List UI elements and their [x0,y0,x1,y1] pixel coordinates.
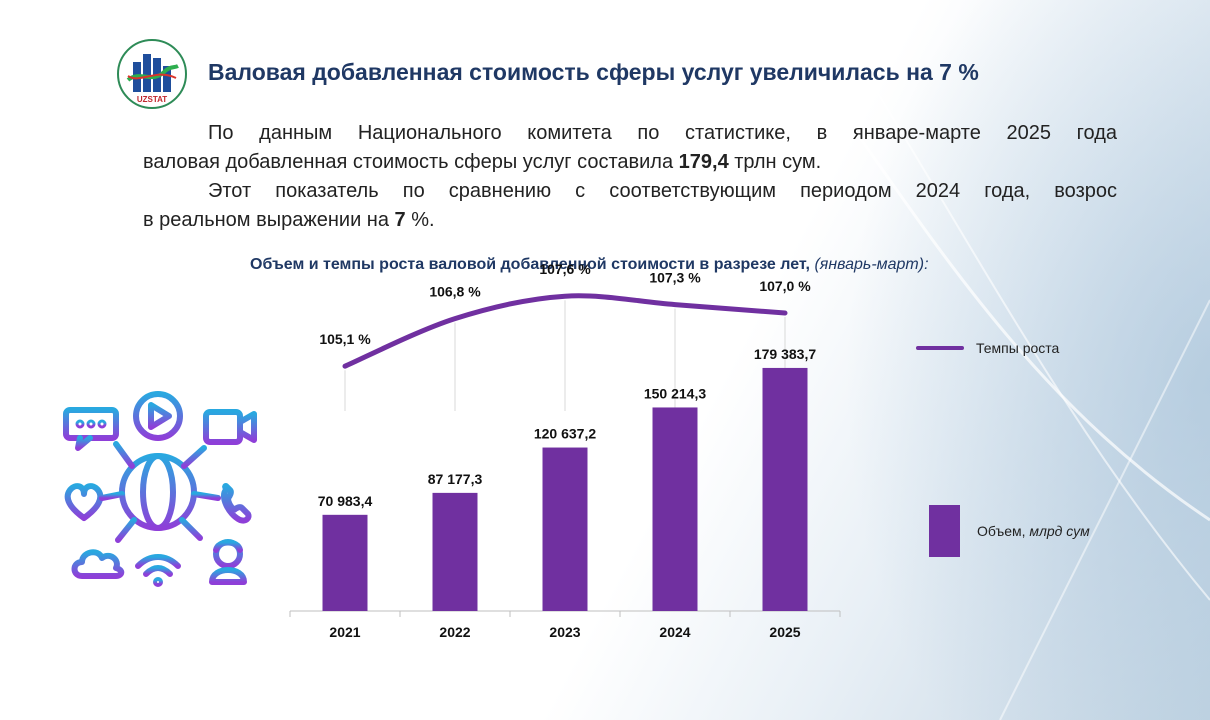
legend-line-label: Темпы роста [976,340,1060,356]
x-tick-label: 2021 [329,624,360,640]
chart-title: Объем и темпы роста валовой добавленной … [250,256,929,273]
bar-value-label: 87 177,3 [428,471,483,487]
growth-percent: 7 [394,209,406,231]
x-tick-label: 2024 [659,624,690,640]
legend-bar-swatch [929,505,960,557]
x-tick-label: 2025 [769,624,800,640]
uzstat-logo: UZSTAT [117,39,187,109]
chat-icon [63,407,119,451]
play-icon [133,391,183,441]
growth-rate-label: 107,3 % [649,270,701,286]
bar-2022 [432,492,478,611]
user-icon [209,539,247,585]
total-value: 179,4 [678,151,729,173]
page-title: Валовая добавленная стоимость сферы услу… [208,59,979,85]
bar-value-label: 179 383,7 [754,346,816,362]
paragraph-2-line-1: Этот показатель по сравнению с соответст… [208,180,1117,202]
cloud-icon [71,549,125,579]
globe-icon [99,435,221,551]
growth-rate-label: 106,8 % [429,284,481,300]
video-camera-icon [203,409,257,445]
paragraph-2-line-2: в реальном выражении на 7 %. [143,209,435,231]
x-tick-label: 2023 [549,624,580,640]
growth-rate-line [342,293,788,369]
legend-line-swatch [916,346,964,350]
bar-2023 [542,447,588,611]
paragraph-1-line-2: валовая добавленная стоимость сферы услу… [143,151,822,173]
bar-2021 [322,514,368,611]
growth-rate-label: 107,6 % [539,261,591,277]
bar-2025 [762,367,808,611]
growth-rate-label: 105,1 % [319,331,371,347]
wifi-icon [135,554,181,587]
bar-2024 [652,407,698,611]
phone-icon [220,483,252,524]
paragraph-1-line-1: По данным Национального комитета по стат… [208,122,1117,144]
bar-value-label: 150 214,3 [644,385,706,401]
services-illustration [63,391,257,587]
heart-icon [64,483,104,521]
bar-value-label: 70 983,4 [318,493,373,509]
bar-value-label: 120 637,2 [534,426,596,442]
legend-bar-label: Объем, млрд сум [977,523,1090,539]
x-tick-label: 2022 [439,624,470,640]
growth-rate-label: 107,0 % [759,278,811,294]
logo-text: UZSTAT [137,95,167,104]
